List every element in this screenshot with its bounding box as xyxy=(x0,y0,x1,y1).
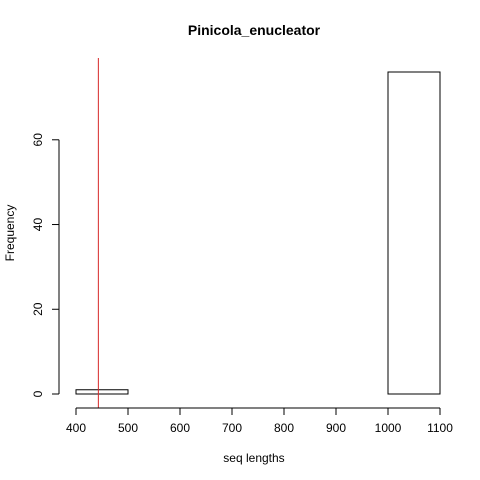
y-tick-label-1: 20 xyxy=(31,302,45,316)
y-tick-label-3: 60 xyxy=(31,133,45,147)
x-axis-label: seq lengths xyxy=(223,451,284,465)
chart-title: Pinicola_enucleator xyxy=(188,22,321,38)
histogram-bar-0 xyxy=(75,389,129,395)
x-tick-label-6: 1000 xyxy=(375,421,402,435)
x-axis: 400 500 600 700 800 900 1000 1100 xyxy=(66,407,453,435)
y-tick-label-2: 40 xyxy=(31,218,45,232)
y-tick-label-0: 0 xyxy=(31,390,45,397)
y-axis-label: Frequency xyxy=(3,205,17,262)
x-tick-label-4: 800 xyxy=(274,421,294,435)
x-tick-label-0: 400 xyxy=(66,421,86,435)
x-tick-label-1: 500 xyxy=(118,421,138,435)
x-tick-label-3: 700 xyxy=(222,421,242,435)
histogram-bar-6 xyxy=(387,71,441,395)
x-tick-label-2: 600 xyxy=(170,421,190,435)
x-tick-label-5: 900 xyxy=(326,421,346,435)
y-axis: 0 20 40 60 xyxy=(31,133,60,397)
histogram-bars xyxy=(75,71,441,395)
x-tick-label-7: 1100 xyxy=(427,421,453,435)
